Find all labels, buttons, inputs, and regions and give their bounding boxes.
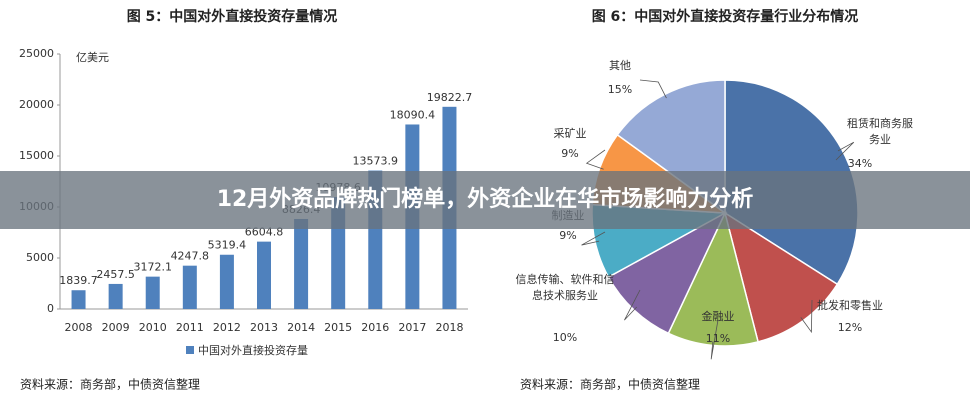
x-tick-label: 2013 bbox=[250, 321, 278, 334]
data-label: 3172.1 bbox=[133, 261, 172, 274]
bar bbox=[145, 276, 160, 309]
banner-title: 12月外资品牌热门榜单，外资企业在华市场影响力分析 bbox=[0, 171, 970, 229]
y-tick-label: 15000 bbox=[19, 149, 54, 162]
x-tick-label: 2016 bbox=[361, 321, 389, 334]
leader-line bbox=[710, 319, 719, 360]
x-tick-label: 2015 bbox=[324, 321, 352, 334]
slice-label: 15% bbox=[607, 83, 633, 96]
chart-title: 图 6：中国对外直接投资存量行业分布情况 bbox=[592, 8, 859, 25]
leader-line bbox=[835, 141, 855, 161]
leader-line bbox=[800, 299, 813, 334]
x-tick-label: 2014 bbox=[287, 321, 315, 334]
data-label: 19822.7 bbox=[427, 91, 473, 104]
data-label: 13573.9 bbox=[353, 155, 399, 168]
data-label: 18090.4 bbox=[390, 108, 436, 121]
leader-line bbox=[585, 149, 606, 170]
slice-label: 12% bbox=[837, 321, 863, 334]
bar bbox=[182, 265, 197, 309]
x-tick-label: 2011 bbox=[176, 321, 204, 334]
data-label: 5319.4 bbox=[208, 239, 247, 252]
leader-line bbox=[624, 289, 641, 321]
bar bbox=[294, 218, 309, 309]
slice-name: 租赁和商务服务业 bbox=[847, 117, 913, 146]
bar bbox=[219, 254, 234, 309]
x-tick-label: 2012 bbox=[213, 321, 241, 334]
chart-title: 图 5：中国对外直接投资存量情况 bbox=[127, 8, 338, 25]
data-label: 4247.8 bbox=[171, 250, 210, 263]
bar bbox=[108, 283, 123, 309]
slice-name: 其他 bbox=[609, 59, 631, 72]
legend-label: 中国对外直接投资存量 bbox=[198, 343, 308, 357]
x-tick-label: 2018 bbox=[435, 321, 463, 334]
source: 资料来源：商务部，中债资信整理 bbox=[520, 377, 700, 392]
leader-line bbox=[639, 79, 667, 99]
slice-label: 10% bbox=[552, 331, 578, 344]
bar bbox=[71, 290, 86, 309]
x-tick-label: 2010 bbox=[139, 321, 167, 334]
y-tick-label: 20000 bbox=[19, 98, 54, 111]
slice-name: 采矿业 bbox=[553, 127, 587, 140]
slice-name: 批发和零售业 bbox=[817, 299, 883, 312]
y-tick-label: 5000 bbox=[26, 251, 54, 264]
source: 资料来源：商务部，中债资信整理 bbox=[20, 377, 200, 392]
y-tick-label: 25000 bbox=[19, 47, 54, 60]
slice-label: 34% bbox=[847, 157, 873, 170]
leader-line bbox=[581, 231, 606, 246]
slice-label: 11% bbox=[705, 332, 731, 345]
slice-label: 9% bbox=[561, 147, 579, 160]
slice-label: 9% bbox=[559, 229, 577, 242]
x-tick-label: 2017 bbox=[398, 321, 426, 334]
x-tick-label: 2009 bbox=[102, 321, 130, 334]
data-label: 1839.7 bbox=[59, 274, 98, 287]
y-unit: 亿美元 bbox=[76, 51, 109, 64]
x-tick-label: 2008 bbox=[65, 321, 93, 334]
legend-swatch bbox=[186, 346, 194, 354]
y-tick-label: 0 bbox=[47, 302, 54, 315]
data-label: 2457.5 bbox=[96, 268, 135, 281]
slice-name: 金融业 bbox=[701, 310, 735, 323]
bar bbox=[257, 241, 271, 309]
slice-name: 信息传输、软件和信息技术服务业 bbox=[515, 273, 615, 302]
